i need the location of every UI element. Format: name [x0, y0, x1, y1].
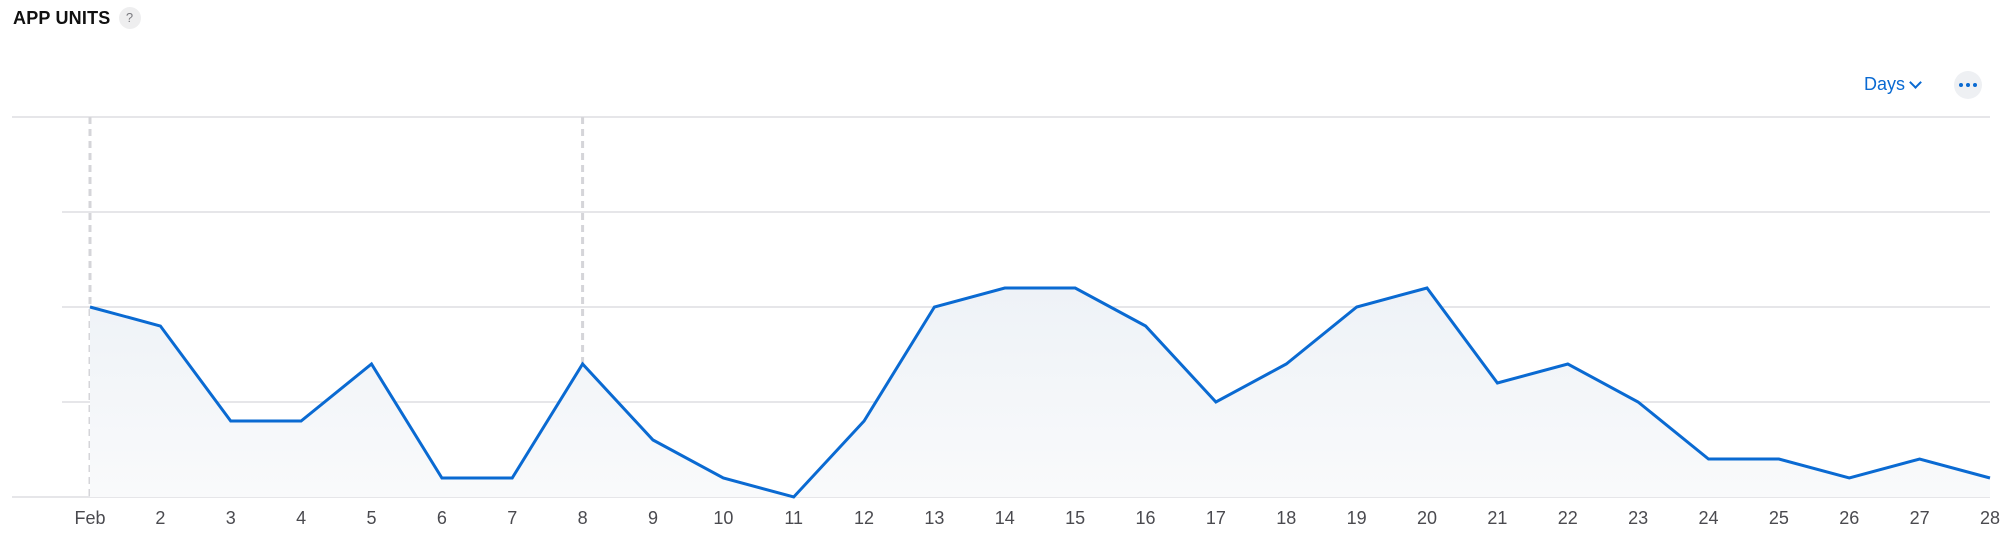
x-tick-label: 15	[1065, 508, 1085, 528]
x-tick-label: 19	[1347, 508, 1367, 528]
x-tick-label: 12	[854, 508, 874, 528]
x-tick-label: 8	[578, 508, 588, 528]
period-dropdown[interactable]: Days	[1864, 74, 1922, 95]
date-markers	[88, 117, 585, 497]
x-tick-label: 17	[1206, 508, 1226, 528]
x-tick-label: 7	[507, 508, 517, 528]
x-tick-label: 26	[1839, 508, 1859, 528]
x-tick-label: 6	[437, 508, 447, 528]
period-label: Days	[1864, 74, 1906, 94]
series-area	[90, 288, 1990, 497]
x-tick-label: 2	[155, 508, 165, 528]
x-tick-label: 28	[1980, 508, 2000, 528]
series-area-fill	[90, 288, 1990, 497]
x-tick-label: 14	[995, 508, 1015, 528]
x-tick-label: 20	[1417, 508, 1437, 528]
chevron-down-icon	[1909, 75, 1922, 89]
chart-controls: Days	[1800, 70, 2000, 100]
ellipsis-icon	[1973, 83, 1977, 87]
help-button[interactable]: ?	[118, 7, 141, 29]
x-tick-label: 25	[1769, 508, 1789, 528]
x-tick-label: 4	[296, 508, 306, 528]
x-tick-label: 16	[1136, 508, 1156, 528]
x-tick-label: 27	[1910, 508, 1930, 528]
more-options-button[interactable]	[1954, 71, 1982, 99]
x-tick-label: 5	[366, 508, 376, 528]
x-tick-label: 9	[648, 508, 658, 528]
chart-title: APP UNITS	[13, 7, 111, 28]
x-tick-label: 18	[1276, 508, 1296, 528]
x-tick-label: 21	[1487, 508, 1507, 528]
ellipsis-icon	[1966, 83, 1970, 87]
x-tick-label: 13	[924, 508, 944, 528]
x-tick-label: 10	[713, 508, 733, 528]
x-axis-ticks: Feb 2 3 4 5 6 7 8 9 10 11 12 13 14 15 16 17 18 19 20 21 22 23 2…	[74, 508, 2000, 528]
x-tick-label: 11	[784, 508, 803, 528]
x-tick-label: 3	[226, 508, 236, 528]
x-tick-label: Feb	[74, 508, 105, 528]
series-line	[89, 286, 1991, 499]
x-tick-label: 24	[1699, 508, 1719, 528]
chart-header: APP UNITS ?	[13, 6, 141, 30]
series-line-path	[89, 286, 1991, 499]
x-tick-label: 23	[1628, 508, 1648, 528]
ellipsis-icon	[1959, 83, 1963, 87]
grid-lines	[12, 116, 1990, 498]
x-tick-label: 22	[1558, 508, 1578, 528]
